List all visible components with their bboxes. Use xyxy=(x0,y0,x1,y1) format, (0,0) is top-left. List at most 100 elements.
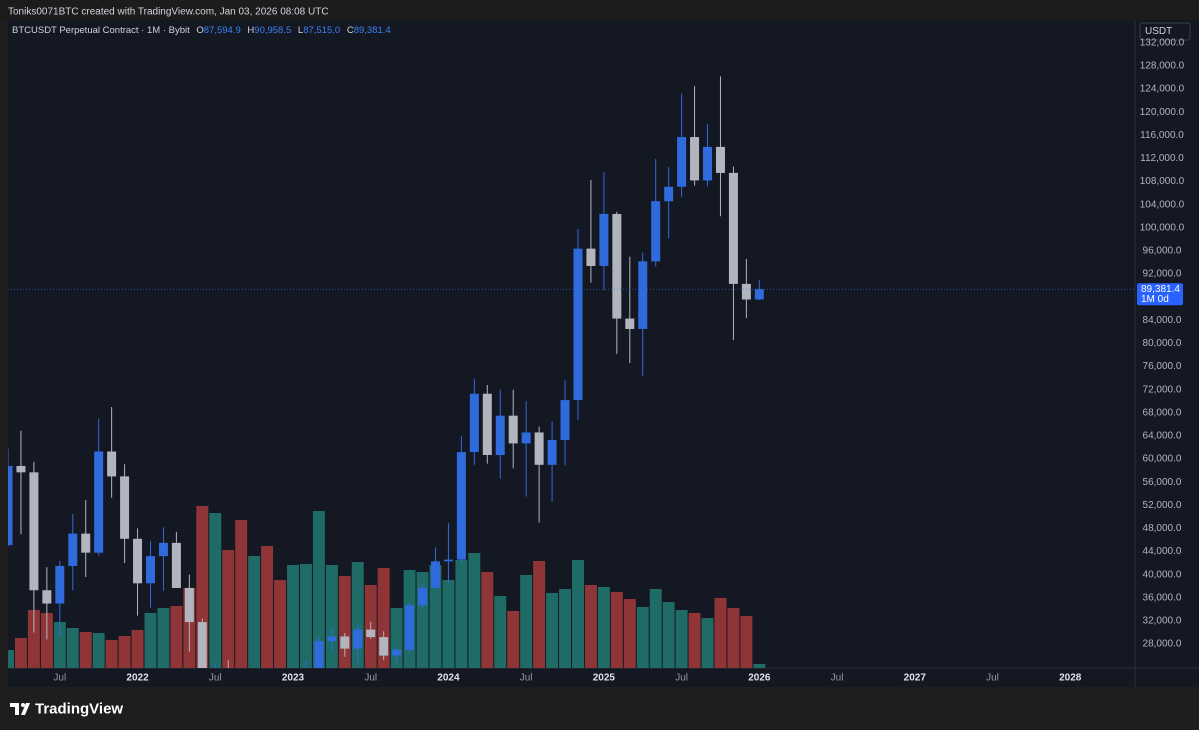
volume-bar xyxy=(170,606,183,668)
y-tick-label: 132,000.0 xyxy=(1140,37,1185,48)
candle-body xyxy=(276,706,285,710)
candle-body xyxy=(534,432,544,465)
volume-bar xyxy=(636,607,649,668)
x-tick-label: 2023 xyxy=(282,673,305,684)
candle-body xyxy=(573,248,583,401)
logo-dot xyxy=(21,703,25,707)
candle-body xyxy=(430,561,440,588)
candle-body xyxy=(586,248,596,266)
candle-body xyxy=(158,542,168,557)
candle-body xyxy=(184,587,194,623)
y-tick-label: 80,000.0 xyxy=(1143,338,1182,349)
x-tick-label: 2028 xyxy=(1059,673,1082,684)
legend-key: C xyxy=(346,25,354,36)
x-tick-label: 2024 xyxy=(437,673,460,684)
volume-bar xyxy=(753,664,766,668)
y-tick-label: 120,000.0 xyxy=(1140,107,1185,118)
candle-body xyxy=(508,415,518,444)
volume-bar xyxy=(442,580,455,668)
header-title: Toniks0071BTC created with TradingView.c… xyxy=(8,7,329,18)
volume-bar xyxy=(92,633,105,668)
volume-bar xyxy=(261,546,274,668)
symbol: BTCUSDT Perpetual Contract · 1M · Bybit xyxy=(12,25,190,36)
volume-bar xyxy=(274,580,287,668)
volume-bar xyxy=(649,589,662,668)
volume-bar xyxy=(584,585,597,668)
candle-body xyxy=(340,636,350,649)
y-tick-label: 76,000.0 xyxy=(1143,361,1182,372)
candle-body xyxy=(366,629,376,638)
y-tick-label: 112,000.0 xyxy=(1140,153,1184,164)
price-axis xyxy=(1135,20,1199,687)
x-tick-label: Jul xyxy=(986,673,999,684)
candle-body xyxy=(81,533,91,553)
candle-body xyxy=(327,636,337,642)
candle-body xyxy=(8,465,13,546)
volume-bar xyxy=(390,608,403,668)
candle-body xyxy=(599,213,609,266)
y-tick-label: 64,000.0 xyxy=(1143,431,1182,442)
volume-bar xyxy=(312,511,325,668)
last-price-label: 89,381.4 xyxy=(1141,284,1180,295)
y-tick-label: 84,000.0 xyxy=(1143,315,1182,326)
candle-body xyxy=(55,565,65,604)
candle-body xyxy=(521,432,531,444)
candle-body xyxy=(29,472,39,591)
candle-body xyxy=(741,283,751,300)
legend-value: 89,381.4 xyxy=(353,25,391,36)
y-tick-label: 96,000.0 xyxy=(1143,246,1182,257)
candle-body xyxy=(145,556,155,584)
volume-bar xyxy=(196,506,209,668)
candle-body xyxy=(197,622,207,668)
candle-body xyxy=(107,451,117,477)
volume-bar xyxy=(287,565,299,668)
volume-bar xyxy=(40,613,53,668)
volume-bar xyxy=(714,598,727,668)
volume-bar xyxy=(701,618,714,668)
volume-bar xyxy=(520,575,533,668)
candle-body xyxy=(754,289,764,300)
last-price-tag xyxy=(1137,283,1183,306)
volume-bar xyxy=(351,562,364,668)
candle-body xyxy=(715,146,725,173)
y-tick-label: 104,000.0 xyxy=(1140,199,1185,210)
volume-bar xyxy=(118,636,131,668)
logo: TradingView xyxy=(10,700,123,717)
volume-bar xyxy=(53,622,66,668)
volume-bar xyxy=(740,616,753,668)
y-tick-label: 52,000.0 xyxy=(1143,500,1182,511)
volume-bar xyxy=(597,587,610,668)
y-tick-label: 68,000.0 xyxy=(1143,407,1182,418)
candle-body xyxy=(237,690,246,693)
volume-bar xyxy=(131,630,144,668)
candle-body xyxy=(171,542,181,588)
volume-bar xyxy=(610,592,623,668)
volume-bar xyxy=(429,565,442,668)
volume-bar xyxy=(27,610,40,668)
logo-icon xyxy=(10,703,30,715)
volume-bar xyxy=(377,568,390,668)
x-tick-label: Jul xyxy=(209,673,222,684)
y-tick-label: 48,000.0 xyxy=(1143,523,1182,534)
candle-body xyxy=(16,465,26,473)
volume-bar xyxy=(468,553,481,668)
legend: BTCUSDT Perpetual Contract · 1M · Bybit … xyxy=(12,25,391,36)
volume-bar xyxy=(533,561,546,668)
candle-body xyxy=(120,476,130,539)
volume-bar xyxy=(675,610,688,668)
brand: TradingView xyxy=(35,700,123,717)
legend-key: O xyxy=(196,25,204,36)
volume-bar xyxy=(455,560,468,668)
y-tick-label: 32,000.0 xyxy=(1143,616,1182,627)
volume-bar xyxy=(157,608,170,668)
volume-bar xyxy=(481,572,494,668)
volume-bar xyxy=(222,550,235,668)
candle-body xyxy=(353,629,363,649)
volume-bar xyxy=(559,589,571,668)
volume-bar xyxy=(546,593,559,668)
legend-key: L xyxy=(297,25,304,36)
y-tick-label: 128,000.0 xyxy=(1140,61,1185,72)
volume-bar xyxy=(572,560,584,668)
x-tick-label: 2022 xyxy=(126,673,149,684)
